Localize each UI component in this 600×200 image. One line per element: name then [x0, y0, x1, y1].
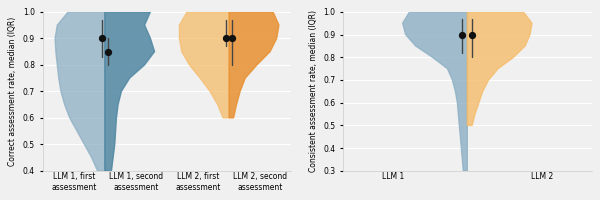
Polygon shape [105, 12, 155, 171]
Point [458, 33, 467, 36]
Point [103, 50, 113, 53]
Polygon shape [179, 12, 229, 118]
Point [227, 37, 237, 40]
Point [97, 37, 107, 40]
Polygon shape [403, 12, 467, 171]
Polygon shape [55, 12, 105, 171]
Polygon shape [467, 12, 532, 125]
Polygon shape [229, 12, 279, 118]
Point [221, 37, 231, 40]
Point [467, 33, 477, 36]
Y-axis label: Correct assessment rate, median (IQR): Correct assessment rate, median (IQR) [8, 17, 17, 166]
Y-axis label: Consistent assessment rate, median (IQR): Consistent assessment rate, median (IQR) [308, 10, 317, 172]
